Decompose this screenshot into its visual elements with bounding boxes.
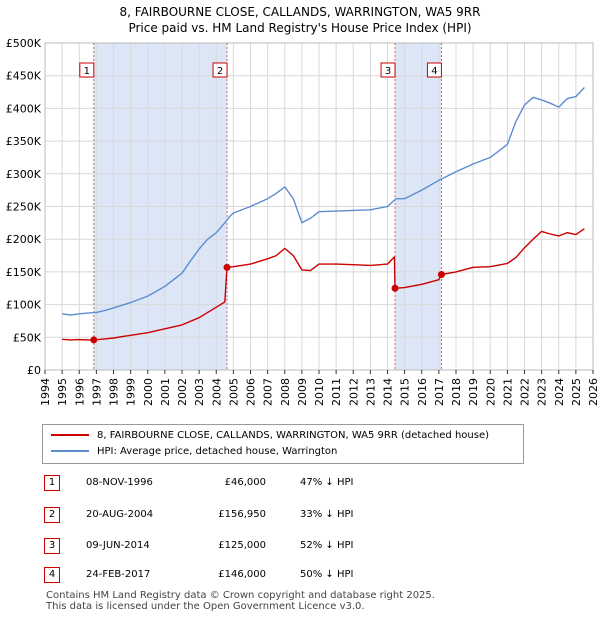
x-tick-label: 1997 <box>90 378 103 406</box>
legend-label: HPI: Average price, detached house, Warr… <box>97 446 338 457</box>
y-tick-label: £500K <box>6 37 42 50</box>
x-tick-label: 2002 <box>176 378 189 406</box>
x-tick-label: 2004 <box>210 378 223 406</box>
transaction-date: 09-JUN-2014 <box>86 540 150 551</box>
x-tick-label: 2000 <box>142 378 155 406</box>
y-tick-label: £100K <box>6 299 42 312</box>
x-tick-label: 2020 <box>484 378 497 406</box>
x-tick-label: 2008 <box>279 378 292 406</box>
marker-label: 4 <box>431 66 437 77</box>
transaction-date: 24-FEB-2017 <box>86 569 151 580</box>
price-chart: 1 2 3 4 £0 £50K £100K £150K £200K £250K £300K £350K… <box>6 37 600 406</box>
sale-point <box>223 263 231 271</box>
transaction-number: 1 <box>44 475 60 491</box>
transaction-price: £156,950 <box>218 509 266 520</box>
x-tick-label: 2018 <box>450 378 463 406</box>
x-tick-label: 1999 <box>125 378 138 406</box>
transaction-price: £46,000 <box>224 477 266 488</box>
x-tick-label: 2001 <box>159 378 172 406</box>
marker-box <box>79 62 95 78</box>
sale-point <box>90 336 98 344</box>
y-tick-label: £350K <box>6 135 42 148</box>
transaction-hpi: 52% ↓ HPI <box>300 540 354 551</box>
sale-point <box>391 284 399 292</box>
x-tick-label: 2016 <box>416 378 429 406</box>
marker-label: 3 <box>385 66 391 77</box>
x-tick-label: 2015 <box>399 378 412 406</box>
x-tick-label: 2009 <box>296 378 309 406</box>
y-tick-label: £400K <box>6 102 42 115</box>
legend: 8, FAIRBOURNE CLOSE, CALLANDS, WARRINGTO… <box>42 424 524 464</box>
marker-box <box>380 62 396 78</box>
transaction-number: 4 <box>44 567 60 583</box>
transaction-hpi: 47% ↓ HPI <box>300 477 354 488</box>
transaction-date: 20-AUG-2004 <box>86 509 154 520</box>
legend-swatch-blue <box>51 450 89 452</box>
y-tick-label: £450K <box>6 70 42 83</box>
marker-label: 1 <box>84 66 90 77</box>
legend-label: 8, FAIRBOURNE CLOSE, CALLANDS, WARRINGTO… <box>97 430 490 441</box>
x-tick-label: 2026 <box>587 378 600 406</box>
x-tick-label: 2012 <box>347 378 360 406</box>
y-tick-label: £250K <box>6 201 42 214</box>
x-tick-label: 2017 <box>433 378 446 406</box>
marker-box <box>426 62 442 78</box>
x-tick-label: 1994 <box>39 378 52 406</box>
legend-swatch-red <box>51 434 89 436</box>
transaction-price: £125,000 <box>218 540 266 551</box>
legend-item-hpi: HPI: Average price, detached house, Warr… <box>51 445 337 459</box>
chart-subtitle: Price paid vs. HM Land Registry's House … <box>128 21 472 35</box>
x-tick-label: 2023 <box>536 378 549 406</box>
x-tick-label: 2010 <box>313 378 326 406</box>
property-price-line <box>62 228 585 341</box>
x-tick-label: 2007 <box>262 378 275 406</box>
y-tick-label: £50K <box>13 331 42 344</box>
y-tick-label: £0 <box>27 364 41 377</box>
footer-licence: This data is licensed under the Open Gov… <box>46 601 365 612</box>
x-tick-label: 2014 <box>382 378 395 406</box>
y-tick-label: £200K <box>6 233 42 246</box>
hpi-line <box>61 87 585 316</box>
marker-box <box>212 62 228 78</box>
x-tick-label: 2022 <box>519 378 532 406</box>
x-tick-label: 2006 <box>245 378 258 406</box>
transaction-hpi: 33% ↓ HPI <box>300 509 354 520</box>
x-tick-label: 2013 <box>364 378 377 406</box>
footer-copyright: Contains HM Land Registry data © Crown c… <box>46 590 435 601</box>
x-tick-label: 1996 <box>73 378 86 406</box>
transaction-price: £146,000 <box>218 569 266 580</box>
x-tick-label: 1998 <box>108 378 121 406</box>
x-tick-label: 2021 <box>501 378 514 406</box>
y-tick-label: £150K <box>6 266 42 279</box>
chart-title: 8, FAIRBOURNE CLOSE, CALLANDS, WARRINGTO… <box>119 5 481 19</box>
transaction-date: 08-NOV-1996 <box>86 477 153 488</box>
x-tick-label: 1995 <box>56 378 69 406</box>
x-tick-label: 2011 <box>330 378 343 406</box>
sale-point <box>437 271 445 279</box>
transaction-number: 3 <box>44 538 60 554</box>
transaction-number: 2 <box>44 507 60 523</box>
x-tick-label: 2003 <box>193 378 206 406</box>
x-tick-label: 2019 <box>467 378 480 406</box>
x-tick-label: 2024 <box>553 378 566 406</box>
x-tick-label: 2005 <box>227 378 240 406</box>
marker-label: 2 <box>217 66 223 77</box>
y-tick-label: £300K <box>6 168 42 181</box>
x-tick-label: 2025 <box>570 378 583 406</box>
transaction-hpi: 50% ↓ HPI <box>300 569 354 580</box>
legend-item-property: 8, FAIRBOURNE CLOSE, CALLANDS, WARRINGTO… <box>51 429 489 443</box>
